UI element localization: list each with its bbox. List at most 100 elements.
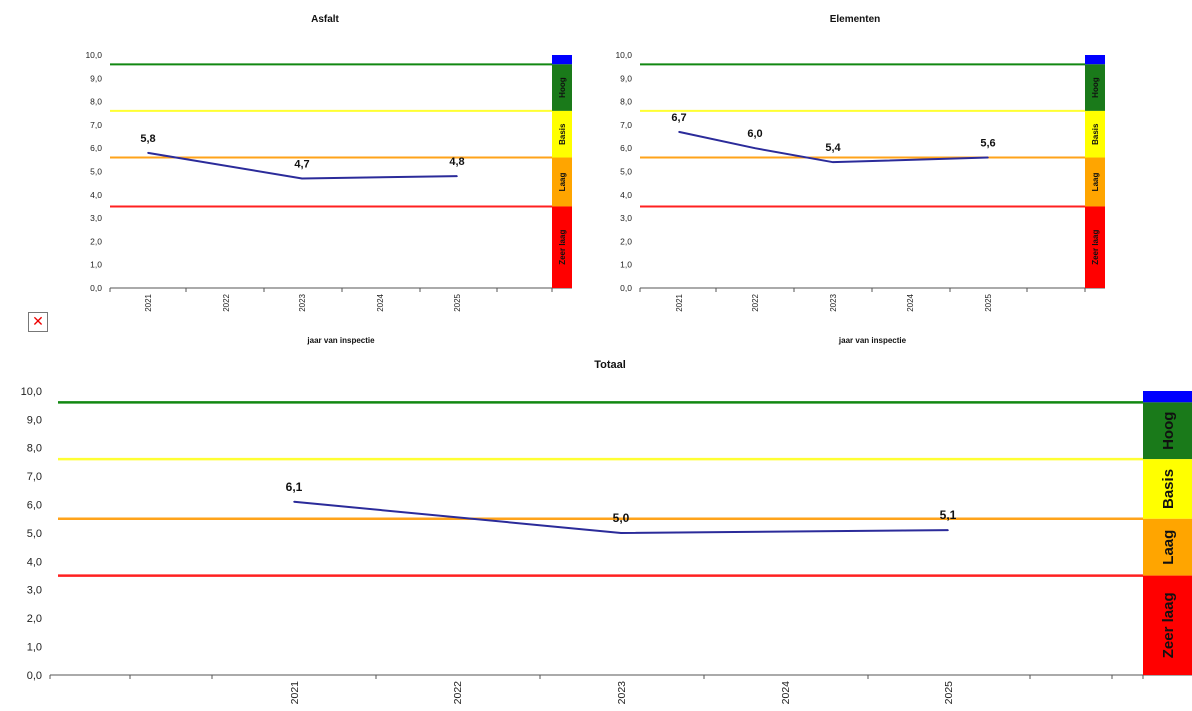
chart-elementen: Elementen 0,0 1,0 2,0 3,0 4,0 5,0 6,0 7,0 8,0 9,0 1… [615, 14, 1105, 345]
y-tick-label: 8,0 [27, 443, 42, 455]
x-tick-label: 2022 [222, 293, 231, 311]
y-tick-label: 3,0 [90, 213, 102, 223]
x-tick-label: 2022 [452, 681, 464, 705]
data-point [620, 532, 622, 534]
chart-asfalt: Asfalt 0,0 1,0 2,0 3,0 4,0 5,0 6,0 7,0 8,0 9,0 10,0… [85, 14, 572, 345]
data-label: 6,0 [747, 128, 762, 140]
band-label-zeer-laag: Zeer laag [1091, 230, 1100, 265]
band-zeer-laag [552, 206, 572, 288]
y-tick-label: 2,0 [90, 236, 102, 246]
data-label: 6,7 [671, 112, 686, 124]
broken-image-icon: ✕ [28, 312, 48, 332]
band-basis [1085, 110, 1105, 158]
y-tick-label: 7,0 [620, 120, 632, 130]
data-point [987, 156, 989, 159]
chart-totaal: Totaal 0,0 1,0 2,0 3,0 4,0 5,0 6,0 7,0 8,0 9,0 10,0… [21, 359, 1192, 704]
x-tick-label: 2023 [298, 293, 307, 311]
y-tick-label: 1,0 [620, 260, 632, 270]
band-laag [1085, 157, 1105, 207]
y-tick-label: 5,0 [27, 528, 42, 540]
data-point [293, 500, 295, 503]
band-hoog [1143, 402, 1192, 460]
band-label-basis: Basis [1160, 469, 1177, 509]
data-label: 5,0 [613, 511, 630, 525]
chart-title: Totaal [594, 359, 626, 371]
band-hoog [552, 64, 572, 111]
y-tick-label: 9,0 [620, 73, 632, 83]
x-tick-label: 2023 [829, 293, 838, 311]
y-tick-label: 7,0 [27, 471, 42, 483]
y-tick-label: 2,0 [27, 613, 42, 625]
y-tick-label: 10,0 [615, 50, 632, 60]
x-tick-label: 2024 [376, 293, 385, 311]
band-top-cap [1143, 391, 1192, 403]
y-tick-label: 6,0 [27, 499, 42, 511]
band-label-basis: Basis [558, 123, 567, 145]
y-tick-label: 1,0 [27, 641, 42, 653]
data-point [947, 529, 949, 531]
data-point [456, 175, 458, 177]
y-tick-label: 4,0 [27, 556, 42, 568]
chart-title: Elementen [830, 14, 881, 25]
data-label: 4,7 [294, 158, 309, 170]
band-label-zeer-laag: Zeer laag [558, 230, 567, 265]
y-tick-label: 0,0 [620, 283, 632, 293]
data-label: 6,1 [286, 480, 303, 494]
data-point [678, 131, 680, 133]
data-point [147, 152, 149, 154]
y-tick-label: 4,0 [620, 190, 632, 200]
y-tick-label: 6,0 [620, 143, 632, 153]
y-tick-label: 5,0 [620, 166, 632, 176]
data-label: 5,1 [940, 508, 957, 522]
band-zeer-laag [1085, 206, 1105, 288]
x-axis-label: jaar van inspectie [306, 336, 375, 345]
y-tick-label: 3,0 [620, 213, 632, 223]
x-tick-label: 2021 [144, 293, 153, 311]
x-axis-label: jaar van inspectie [838, 336, 907, 345]
data-point [832, 161, 834, 163]
y-tick-label: 9,0 [90, 73, 102, 83]
band-label-laag: Laag [1091, 173, 1100, 192]
band-basis [1143, 459, 1192, 519]
band-label-basis: Basis [1091, 123, 1100, 145]
y-tick-label: 8,0 [620, 97, 632, 107]
y-tick-label: 8,0 [90, 97, 102, 107]
y-tick-label: 10,0 [21, 386, 42, 398]
data-label: 5,6 [980, 138, 995, 150]
series-line [678, 130, 989, 164]
data-label: 4,8 [449, 156, 464, 168]
y-tick-label: 9,0 [27, 414, 42, 426]
data-label: 5,4 [825, 142, 841, 154]
x-tick-label: 2025 [984, 293, 993, 311]
band-hoog [1085, 64, 1105, 111]
band-label-hoog: Hoog [558, 77, 567, 98]
x-tick-label: 2023 [616, 681, 628, 705]
y-tick-label: 2,0 [620, 236, 632, 246]
band-label-hoog: Hoog [1091, 77, 1100, 98]
y-tick-label: 7,0 [90, 120, 102, 130]
y-tick-label: 6,0 [90, 143, 102, 153]
band-basis [552, 110, 572, 158]
y-tick-label: 5,0 [90, 166, 102, 176]
y-tick-label: 4,0 [90, 190, 102, 200]
data-point [754, 147, 756, 149]
x-tick-label: 2024 [780, 681, 792, 705]
x-tick-label: 2025 [943, 681, 955, 705]
band-laag [1143, 518, 1192, 576]
band-label-zeer-laag: Zeer laag [1160, 592, 1177, 658]
x-tick-label: 2024 [906, 293, 915, 311]
x-tick-label: 2025 [453, 293, 462, 311]
y-tick-label: 0,0 [90, 283, 102, 293]
data-point [301, 177, 303, 180]
y-tick-label: 3,0 [27, 585, 42, 597]
y-tick-label: 1,0 [90, 260, 102, 270]
x-tick-label: 2021 [289, 681, 301, 705]
band-label-laag: Laag [1160, 530, 1177, 565]
chart-title: Asfalt [311, 14, 339, 25]
x-tick-label: 2021 [675, 293, 684, 311]
y-tick-label: 10,0 [85, 50, 102, 60]
y-tick-label: 0,0 [27, 670, 42, 682]
band-label-hoog: Hoog [1160, 412, 1177, 450]
band-zeer-laag [1143, 575, 1192, 675]
